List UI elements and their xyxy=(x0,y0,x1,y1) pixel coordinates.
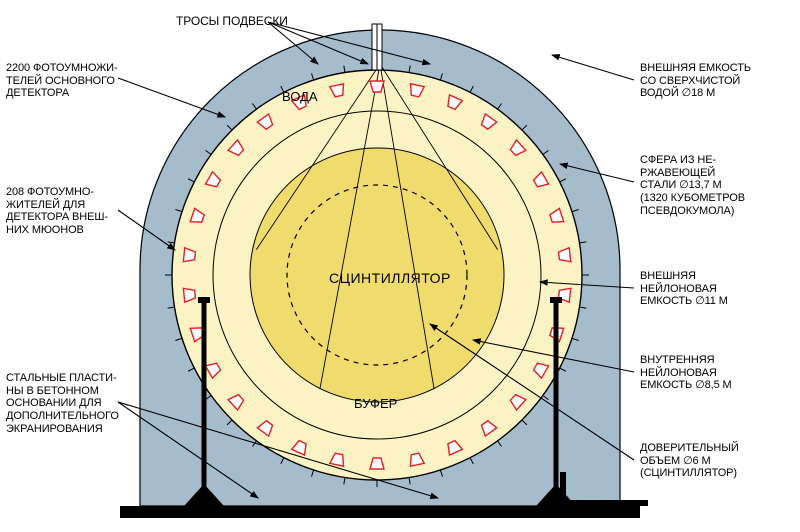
leader-pmt-main xyxy=(118,78,225,117)
label-buffer: БУФЕР xyxy=(354,396,397,411)
label-fiducial: ДОВЕРИТЕЛЬНЫЙ ОБЪЕМ ∅6 М (СЦИНТИЛЛЯТОР) xyxy=(640,442,739,480)
label-water: ВОДА xyxy=(282,89,318,104)
concrete-base xyxy=(120,506,640,518)
label-outer-vessel: ВНЕШНЯЯ ЕМКОСТЬ СО СВЕРХЧИСТОЙ ВОДОЙ ∅18… xyxy=(640,62,751,100)
pmt-icon xyxy=(370,81,384,92)
label-inner-nylon: ВНУТРЕННЯЯ НЕЙЛОНОВАЯ ЕМКОСТЬ ∅8,5 М xyxy=(640,354,732,392)
leader-outer-vessel xyxy=(552,55,634,80)
label-steel-plates: СТАЛЬНЫЕ ПЛАСТИ- НЫ В БЕТОННОМ ОСНОВАНИИ… xyxy=(6,372,119,435)
label-sss: СФЕРА ИЗ НЕ- РЖАВЕЮЩЕЙ СТАЛИ ∅13,7 М (13… xyxy=(640,154,745,217)
label-ropes: ТРОСЫ ПОДВЕСКИ xyxy=(176,15,288,29)
label-scintillator: СЦИНТИЛЛЯТОР xyxy=(329,270,451,286)
label-pmt-muon: 208 ФОТОУМНО- ЖИТЕЛЕЙ ДЛЯ ДЕТЕКТОРА ВНЕШ… xyxy=(6,186,108,237)
label-pmt-main: 2200 ФОТОУМНОЖИ- ТЕЛЕЙ ОСНОВНОГО ДЕТЕКТО… xyxy=(6,62,118,100)
label-outer-nylon: ВНЕШНЯЯ НЕЙЛОНОВАЯ ЕМКОСТЬ ∅11 М xyxy=(640,270,728,308)
pmt-icon xyxy=(370,458,384,469)
